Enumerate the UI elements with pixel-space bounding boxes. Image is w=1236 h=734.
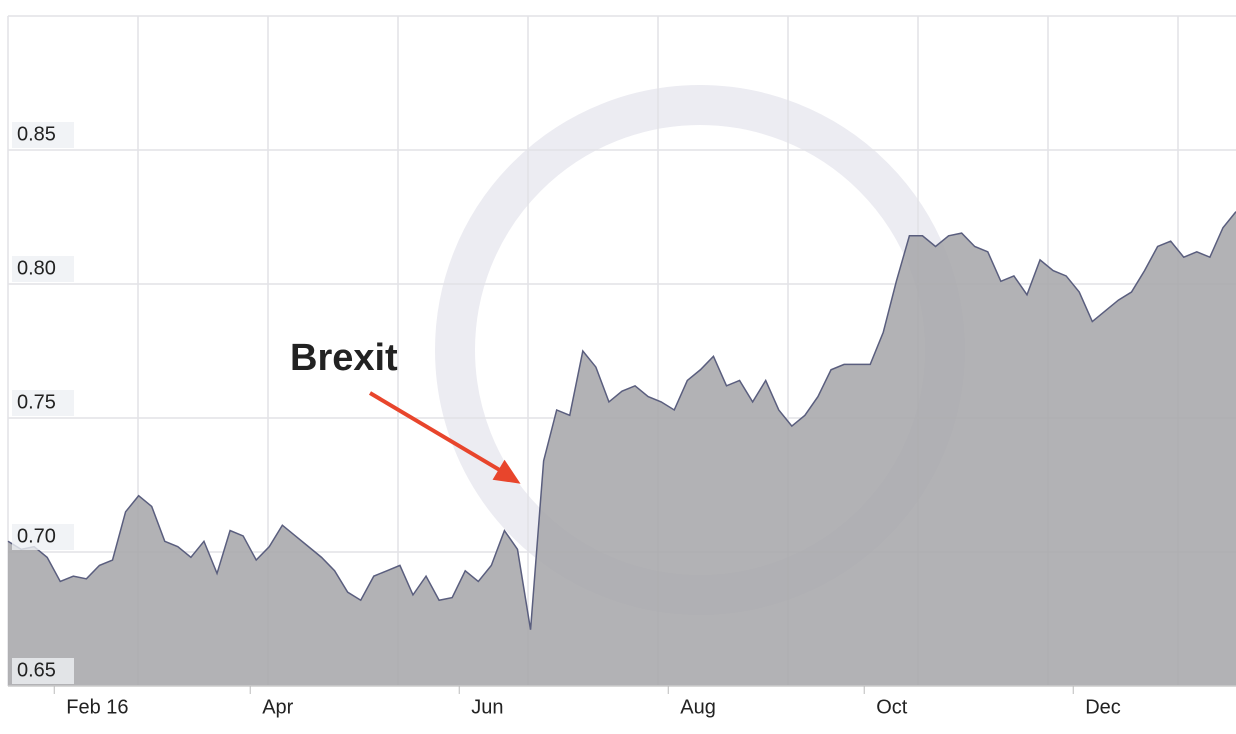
annotation: Brexit — [290, 337, 398, 379]
y-tick-bg — [12, 390, 74, 416]
x-tick-label: Oct — [876, 696, 908, 718]
line — [7, 211, 1236, 630]
y-tick-label: 0.85 — [17, 123, 56, 145]
y-tick-bg — [12, 524, 74, 550]
y-tick-bg — [12, 658, 74, 684]
y-tick-bg — [12, 256, 74, 282]
y-tick-label: 0.75 — [17, 391, 56, 413]
x-tick-label: Apr — [262, 696, 293, 718]
y-tick-label: 0.70 — [17, 525, 56, 547]
x-tick-label: Dec — [1085, 696, 1121, 718]
annotation-arrow — [368, 391, 514, 480]
x-tick-label: Feb 16 — [66, 696, 128, 718]
y-tick-label: 0.65 — [17, 659, 56, 681]
y-tick-label: 0.80 — [17, 257, 56, 279]
y-tick-bg — [12, 122, 74, 148]
x-tick-label: Jun — [471, 696, 503, 718]
arrow-head — [492, 459, 521, 484]
area — [8, 211, 1236, 686]
x-tick-label: Aug — [680, 696, 716, 718]
x-axis-band — [0, 686, 1236, 734]
